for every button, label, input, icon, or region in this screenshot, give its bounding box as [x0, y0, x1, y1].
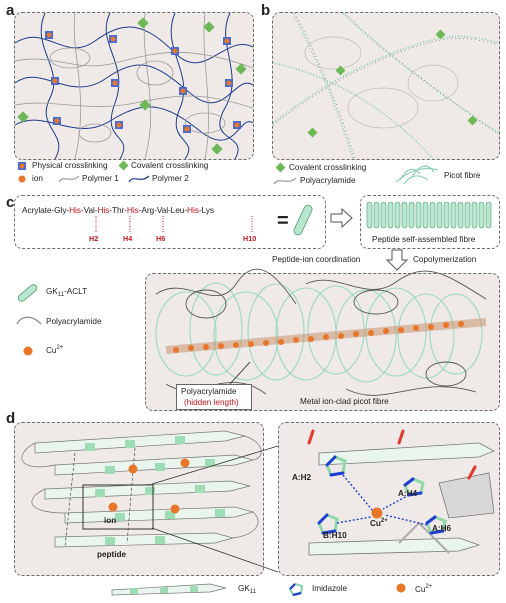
label-peptide: peptide	[97, 550, 127, 559]
legend-physical-crosslinking: Physical crosslinking	[32, 161, 108, 170]
residue-b-h10: B:H10	[323, 531, 347, 540]
physical-crosslink-icon	[18, 162, 26, 170]
legend-cu: Cu2+	[415, 584, 432, 594]
legend-gk11-aclt: GK11-ACLT	[46, 287, 87, 298]
cu-ion-icon	[23, 346, 33, 356]
callout-polyacrylamide: Polyacrylamide	[181, 387, 237, 396]
gk-suffix: -ACLT	[64, 287, 88, 296]
seq-part: Acrylate-Gly-	[22, 205, 70, 215]
legend-polymer2: Polymer 2	[152, 174, 189, 183]
cu-site-superscript: 2+	[380, 518, 388, 524]
cu-legend-text: Cu	[415, 585, 426, 594]
legend-c-polyacrylamide: Polyacrylamide	[46, 317, 102, 326]
seq-his: His	[97, 205, 110, 215]
seq-part: -Arg-Val-Leu-	[138, 205, 188, 215]
picot-fibre-icon	[395, 165, 439, 185]
his-label-h2: H2	[89, 234, 99, 243]
legend-b-covalent: Covalent crosslinking	[289, 163, 367, 172]
seq-part: -Lys	[198, 205, 214, 215]
process-copolymerization: Copolymerization	[413, 255, 477, 264]
imidazole-icon	[288, 582, 304, 597]
metal-ion-picot-fibre-box	[145, 268, 500, 411]
polyacrylamide-line-icon	[273, 177, 297, 185]
seq-his: His	[126, 205, 139, 215]
seq-part: -Val-	[80, 205, 98, 215]
equals-sign: =	[277, 210, 289, 232]
gk-subscript: 11	[57, 292, 65, 298]
metal-ion-picot-fibre-illustration	[155, 268, 487, 396]
label-ion: ion	[104, 516, 117, 525]
panel-a-network-box	[14, 12, 254, 160]
cu-text: Cu	[46, 346, 57, 355]
cu-legend-superscript: 2+	[425, 584, 433, 590]
seq-part: -Thr-	[109, 205, 127, 215]
ion-icon	[18, 175, 26, 183]
peptide-rod-icon	[293, 204, 313, 236]
peptide-sheet-illustration	[21, 430, 262, 548]
gk11-strand-icon	[111, 583, 227, 596]
legend-polymer1: Polymer 1	[82, 174, 119, 183]
cu-legend-icon	[396, 583, 406, 593]
gk11-aclt-rod-icon	[17, 284, 38, 302]
covalent-crosslink-icon	[118, 160, 129, 171]
self-assembled-fibre-label: Peptide self-assembled fibre	[372, 235, 476, 244]
legend-covalent-crosslinking: Covalent crosslinking	[131, 161, 209, 170]
his-label-h10: H10	[243, 234, 257, 243]
panel-letter-b: b	[261, 2, 271, 19]
residue-a-h4: A:H4	[398, 489, 418, 498]
picot-fibre-network-illustration	[272, 12, 500, 160]
cu-site-text: Cu	[370, 519, 381, 528]
panel-letter-c: c	[6, 194, 15, 211]
legend-ion: ion	[32, 174, 43, 183]
gk-text: GK	[46, 287, 58, 296]
gk11-subscript: 11	[249, 589, 257, 595]
hidden-length-callout: Polyacrylamide (hidden length)	[176, 384, 252, 410]
residue-a-h6: A:H6	[432, 524, 452, 533]
coordination-detail-box	[278, 422, 500, 576]
panel-letter-d: d	[6, 410, 16, 427]
metal-ion-fibre-label: Metal ion-clad picot fibre	[300, 397, 389, 406]
self-assembled-fibre-box	[360, 195, 500, 249]
polyacrylamide-legend-icon	[16, 316, 42, 325]
down-arrow-icon	[385, 249, 409, 271]
polymer-network-illustration	[14, 12, 254, 160]
coordination-site-illustration	[307, 429, 495, 556]
peptide-sequence: Acrylate-Gly-His-Val-His-Thr-His-Arg-Val…	[22, 205, 214, 215]
peptide-structure-box	[14, 422, 264, 576]
peptide-fibre-rods	[366, 201, 492, 229]
panel-b-picot-box	[272, 12, 500, 160]
covalent-crosslink-icon-b	[275, 162, 286, 173]
polymer1-line-icon	[58, 175, 80, 183]
legend-imidazole: Imidazole	[312, 584, 348, 593]
gk11-text: GK	[238, 584, 250, 593]
cu-superscript: 2+	[56, 345, 64, 351]
panel-letter-a: a	[6, 2, 15, 19]
polymer2-line-icon	[128, 175, 150, 183]
process-peptide-ion-coordination: Peptide-ion coordination	[272, 255, 361, 264]
callout-hidden-length: (hidden length)	[184, 398, 239, 407]
residue-a-h2: A:H2	[292, 473, 312, 482]
peptide-sequence-box	[14, 195, 326, 249]
his-label-h4: H4	[123, 234, 133, 243]
seq-his: His	[187, 205, 199, 215]
cu-site-label: Cu2+	[370, 518, 388, 528]
label-gk11: GK11	[238, 584, 256, 595]
seq-his: His	[69, 205, 81, 215]
legend-b-picot-fibre: Picot fibre	[444, 171, 481, 180]
right-arrow-icon	[330, 207, 353, 229]
legend-c-cu: Cu2+	[46, 345, 63, 355]
his-label-h6: H6	[156, 234, 166, 243]
legend-b-polyacrylamide: Polyacrylamide	[300, 176, 356, 185]
